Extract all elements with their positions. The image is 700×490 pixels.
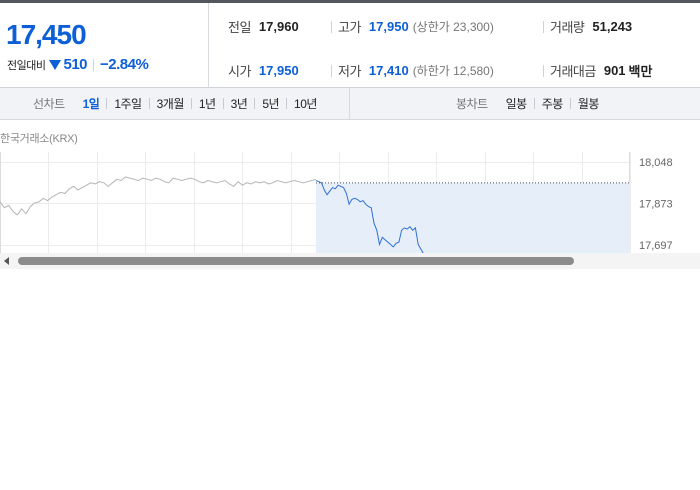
period-1d-tab[interactable]: 1일 xyxy=(82,97,100,111)
high-label: 고가 xyxy=(338,20,361,35)
period-1y-tab[interactable]: 1년 xyxy=(198,97,216,111)
open-stat: 시가 17,950 xyxy=(228,61,299,80)
y-tick-label: 17,697 xyxy=(639,240,673,252)
price-line-previous xyxy=(0,176,317,216)
chart-scrollbar[interactable] xyxy=(0,253,700,269)
divider xyxy=(331,64,332,77)
low-label: 저가 xyxy=(338,64,361,79)
divider xyxy=(254,98,256,109)
divider xyxy=(93,58,95,71)
low-value: 17,410 xyxy=(368,63,409,78)
divider xyxy=(106,98,108,109)
exchange-label: 한국거래소(KRX) xyxy=(0,133,78,145)
divider xyxy=(222,98,224,109)
divider xyxy=(286,98,288,109)
candle-chart-label: 봉차트 xyxy=(456,97,488,111)
period-1w-tab[interactable]: 1주일 xyxy=(114,97,142,111)
chart-toolbar: 선차트 1일 1주일 3개월 1년 3년 5년 10년 봉차트 일봉 주봉 월봉 xyxy=(0,88,700,120)
amount-stat: 거래대금 901 백만 xyxy=(543,61,652,80)
line-chart-label: 선차트 xyxy=(33,97,65,111)
quote-panel: 17,450 전일대비 510 −2.84% 전일 17,960 고가 17,9… xyxy=(0,0,700,88)
prev-close-stat: 전일 17,960 xyxy=(228,17,299,36)
divider xyxy=(331,20,332,33)
candle-weekly-tab[interactable]: 주봉 xyxy=(541,97,564,111)
candle-daily-tab[interactable]: 일봉 xyxy=(505,97,528,111)
scroll-left-icon[interactable] xyxy=(4,257,9,265)
prev-close-value: 17,960 xyxy=(258,19,299,34)
y-tick-label: 18,048 xyxy=(639,157,673,169)
price-summary: 17,450 전일대비 510 −2.84% xyxy=(0,3,209,88)
change-row: 전일대비 510 −2.84% xyxy=(7,56,149,73)
period-5y-tab[interactable]: 5년 xyxy=(262,97,280,111)
candle-monthly-tab[interactable]: 월봉 xyxy=(577,97,600,111)
divider xyxy=(533,98,535,109)
line-chart-periods: 선차트 1일 1주일 3개월 1년 3년 5년 10년 xyxy=(0,88,350,119)
divider xyxy=(569,98,571,109)
divider xyxy=(148,98,150,109)
current-price: 17,450 xyxy=(6,19,87,50)
intraday-chart: 18,048 17,873 17,697 xyxy=(0,152,700,254)
amount-unit: 백만 xyxy=(628,64,653,79)
period-3m-tab[interactable]: 3개월 xyxy=(156,97,185,111)
y-tick-label: 17,873 xyxy=(639,198,673,210)
period-3y-tab[interactable]: 3년 xyxy=(230,97,248,111)
intraday-chart-svg: 18,048 17,873 17,697 xyxy=(0,152,673,254)
volume-stat: 거래량 51,243 xyxy=(543,17,632,36)
open-label: 시가 xyxy=(228,64,251,79)
high-stat: 고가 17,950 (상한가 23,300) xyxy=(331,17,494,36)
price-line-current xyxy=(315,180,425,254)
candle-chart-periods: 봉차트 일봉 주봉 월봉 xyxy=(351,88,700,119)
divider xyxy=(543,20,544,33)
high-value: 17,950 xyxy=(368,19,409,34)
change-percent: −2.84% xyxy=(100,56,149,73)
change-label: 전일대비 xyxy=(7,59,46,72)
change-value: 510 xyxy=(63,56,88,73)
volume-value: 51,243 xyxy=(592,19,633,34)
lower-limit: (하한가 12,580) xyxy=(412,64,494,78)
period-10y-tab[interactable]: 10년 xyxy=(294,97,317,111)
upper-limit: (상한가 23,300) xyxy=(412,20,494,34)
low-stat: 저가 17,410 (하한가 12,580) xyxy=(331,61,494,80)
amount-value: 901 xyxy=(603,63,626,78)
volume-label: 거래량 xyxy=(550,20,585,35)
down-arrow-icon xyxy=(49,59,62,70)
amount-label: 거래대금 xyxy=(550,64,596,79)
divider xyxy=(543,64,544,77)
divider xyxy=(190,98,192,109)
scroll-thumb[interactable] xyxy=(18,257,574,265)
open-value: 17,950 xyxy=(258,63,299,78)
chart-area-fill xyxy=(316,182,630,254)
prev-close-label: 전일 xyxy=(228,20,251,35)
